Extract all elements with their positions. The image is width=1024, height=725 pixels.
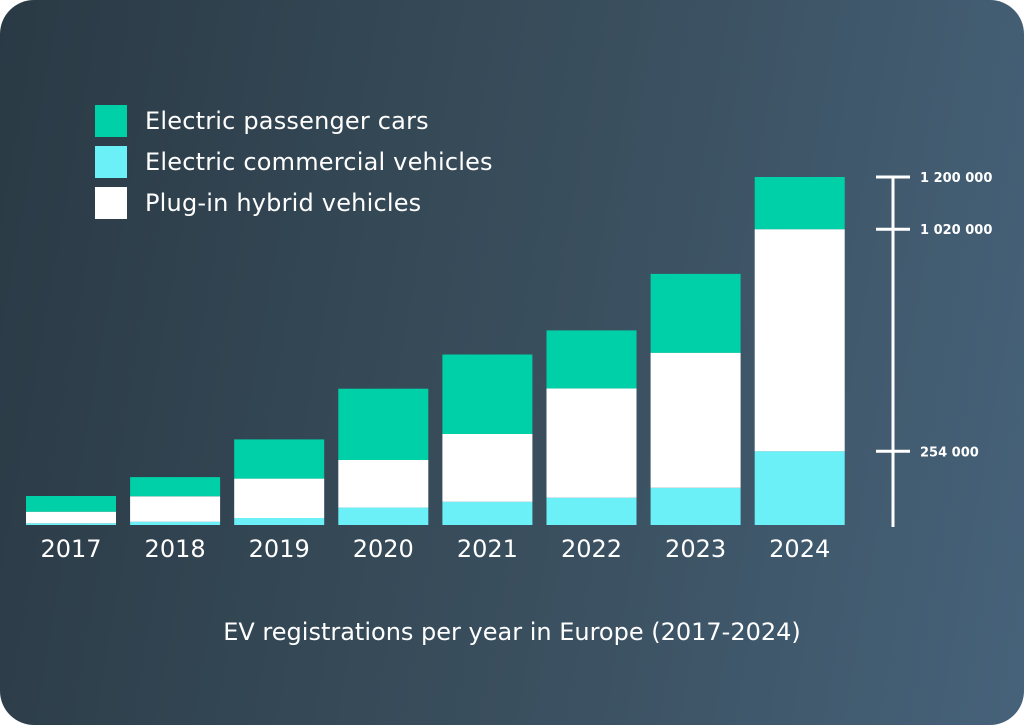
legend-item-hybrid: Plug-in hybrid vehicles <box>95 182 493 223</box>
legend-label-passenger: Electric passenger cars <box>145 106 429 135</box>
legend-label-commercial: Electric commercial vehicles <box>145 147 493 176</box>
legend-swatch-commercial <box>95 145 127 178</box>
legend-item-commercial: Electric commercial vehicles <box>95 141 493 182</box>
bar-2018-series-1 <box>130 496 221 522</box>
bar-2017-series-2 <box>26 496 116 512</box>
bar-2021-series-1 <box>442 433 533 502</box>
bar-2022-series-1 <box>546 388 637 498</box>
bar-2019-series-0 <box>234 518 325 525</box>
bar-2021-series-2 <box>442 354 533 434</box>
x-tick-label: 2022 <box>561 535 622 563</box>
x-tick-label: 2018 <box>145 535 206 563</box>
bar-2024-series-1 <box>754 229 845 452</box>
legend: Electric passenger cars Electric commerc… <box>95 100 493 223</box>
legend-swatch-hybrid <box>95 186 127 219</box>
bar-2018-series-2 <box>130 477 221 497</box>
bar-2022-series-2 <box>546 330 637 389</box>
bar-2021-series-0 <box>442 501 533 525</box>
x-tick-label: 2023 <box>665 535 726 563</box>
bar-2023-series-2 <box>650 273 741 353</box>
bar-2020-series-0 <box>338 507 429 525</box>
bar-2018-series-0 <box>130 521 221 525</box>
bar-2019-series-1 <box>234 478 325 518</box>
x-tick-label: 2020 <box>353 535 414 563</box>
legend-swatch-passenger <box>95 104 127 137</box>
bar-2017-series-1 <box>26 511 116 524</box>
chart-title: EV registrations per year in Europe (201… <box>223 618 801 646</box>
bar-2020-series-2 <box>338 388 429 460</box>
x-tick-label: 2017 <box>40 535 101 563</box>
legend-label-hybrid: Plug-in hybrid vehicles <box>145 188 422 217</box>
scale-tick-label: 1 020 000 <box>920 223 992 238</box>
bar-2023-series-0 <box>650 487 741 525</box>
bar-2022-series-0 <box>546 497 637 525</box>
bar-2019-series-2 <box>234 439 325 479</box>
bar-2024-series-2 <box>754 177 845 230</box>
bar-2017-series-0 <box>26 523 116 525</box>
x-tick-label: 2024 <box>769 535 830 563</box>
scale-tick-label: 254 000 <box>920 445 979 460</box>
bar-2024-series-0 <box>754 451 845 525</box>
bar-2020-series-1 <box>338 460 429 508</box>
x-tick-label: 2019 <box>249 535 310 563</box>
legend-item-passenger: Electric passenger cars <box>95 100 493 141</box>
bar-2023-series-1 <box>650 352 741 488</box>
x-tick-label: 2021 <box>457 535 518 563</box>
scale-tick-label: 1 200 000 <box>920 171 992 186</box>
